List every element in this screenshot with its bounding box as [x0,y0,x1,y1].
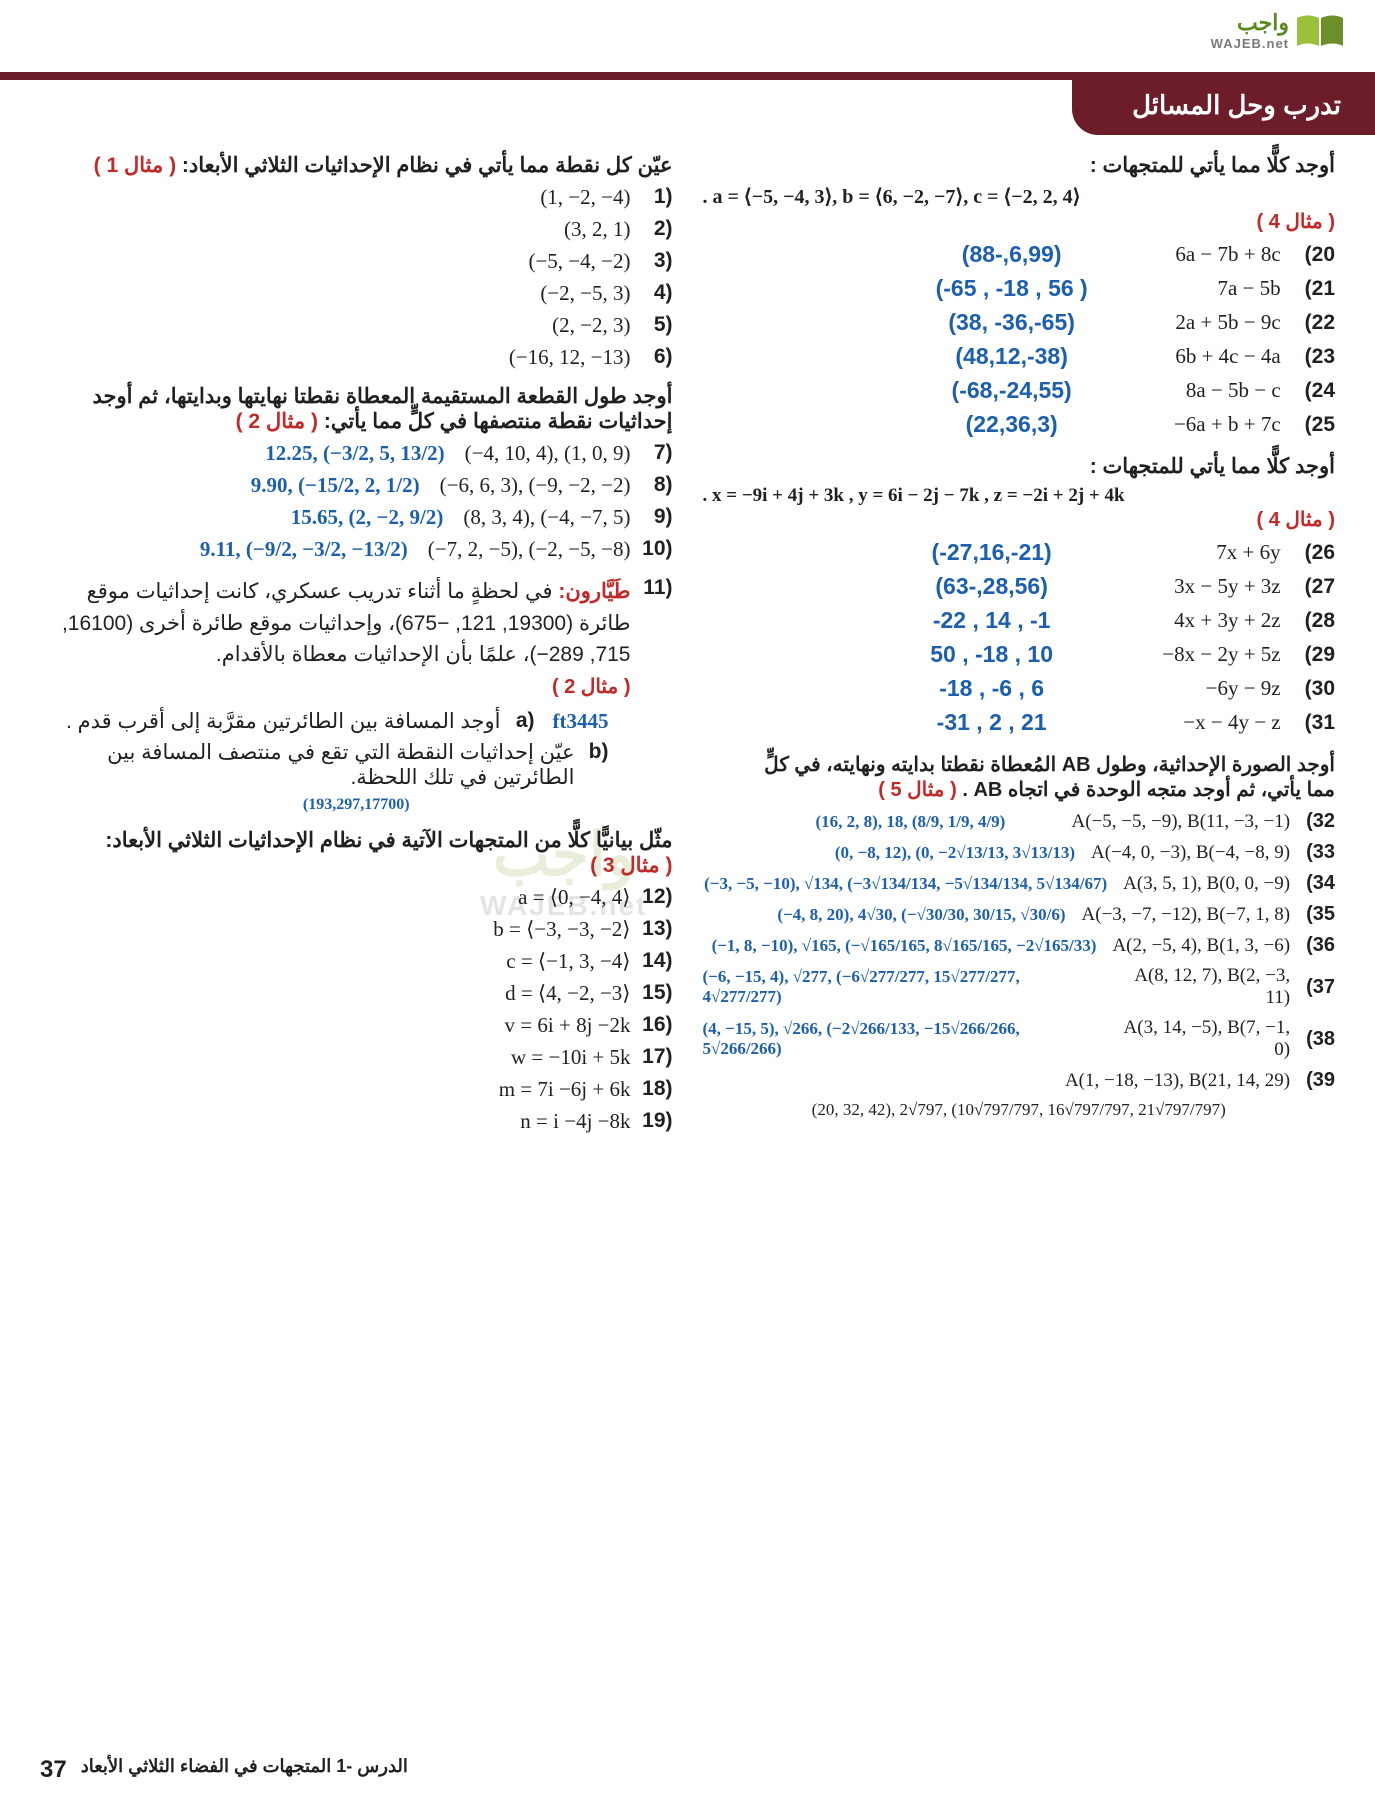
vectors-xyz: . x = −9i + 4j + 3k , y = 6i − 2j − 7k ,… [703,485,1336,507]
question-item: (14c = ⟨−1, 3, −4⟩ [40,949,673,974]
question-item: (−6, −15, 4), √277, (−6√277/277, 15√277/… [703,965,1336,1009]
question-11a: ft3445 (a أوجد المسافة بين الطائرتين مقر… [40,709,609,734]
question-item: (109.11, (−9/2, −3/2, −13/2)(−7, 2, −5),… [40,537,673,562]
section-title-tab: تدرب وحل المسائل [1072,80,1375,135]
question-item: (712.25, (−3/2, 5, 13/2)(−4, 10, 4), (1,… [40,441,673,466]
question-item: (48,12,-38)6b + 4c − 4a(23 [703,343,1336,370]
question-item: (3(−5, −4, −2) [40,249,673,274]
instruction-6: أوجد الصورة الإحداثية، وطول AB المُعطاة … [703,752,1336,802]
question-item: (22,36,3)−6a + b + 7c(25 [703,411,1336,438]
question-item: -31 , 2 , 21−x − 4y − z(31 [703,709,1336,736]
question-item: A(1, −18, −13), B(21, 14, 29)(39 [703,1069,1336,1092]
site-logo: واجب WAJEB.net [1211,10,1345,51]
question-item: (2(3, 2, 1) [40,217,673,242]
instruction-1: عيّن كل نقطة مما يأتي في نظام الإحداثيات… [40,153,673,178]
question-item: (4(−2, −5, 3) [40,281,673,306]
question-item: (−4, 8, 20), 4√30, (−√30/30, 30/15, √30/… [703,903,1336,926]
question-item: (-68,-24,55)8a − 5b − c(24 [703,377,1336,404]
question-item: (12a = ⟨0, −4, 4⟩ [40,885,673,910]
question-item: (−3, −5, −10), √134, (−3√134/134, −5√134… [703,872,1336,895]
instruction-4: أوجد كلًّا مما يأتي للمتجهات : [703,153,1336,178]
question-item: (15d = ⟨4, −2, −3⟩ [40,981,673,1006]
page-footer: الدرس -1 المتجهات في الفضاء الثلاثي الأب… [40,1756,1335,1784]
question-item: (1(1, −2, −4) [40,185,673,210]
instruction-2: أوجد طول القطعة المستقيمة المعطاة نقطتا … [40,384,673,434]
question-item: (38, -36,-65)2a + 5b − 9c(22 [703,309,1336,336]
header-bar [0,72,1375,80]
question-item: (88-,6,99)6a − 7b + 8c(20 [703,241,1336,268]
left-column: أوجد كلًّا مما يأتي للمتجهات : . a = ⟨−5… [703,145,1336,1141]
page-number: 37 [40,1756,67,1784]
question-item: (18m = 7i −6j + 6k [40,1077,673,1102]
answer-39: (20, 32, 42), 2√797, (10√797/797, 16√797… [703,1100,1336,1120]
question-11b: (b عيّن إحداثيات النقطة التي تقع في منتص… [40,740,609,790]
right-column: عيّن كل نقطة مما يأتي في نظام الإحداثيات… [40,145,673,1141]
question-item: (-65 , -18 , 56 )7a − 5b(21 [703,275,1336,302]
question-item: (19n = i −4j −8k [40,1109,673,1134]
question-item: (915.65, (2, −2, 9/2)(8, 3, 4), (−4, −7,… [40,505,673,530]
question-item: (-27,16,-21)7x + 6y(26 [703,539,1336,566]
question-item: -18 , -6 , 6−6y − 9z(30 [703,675,1336,702]
question-11: (11 طَيَّارون: في لحظةٍ ما أثناء تدريب ع… [40,576,673,702]
question-item: (4, −15, 5), √266, (−2√266/133, −15√266/… [703,1017,1336,1061]
question-item: (16, 2, 8), 18, (8/9, 1/9, 4/9)A(−5, −5,… [703,810,1336,833]
question-item: (−1, 8, −10), √165, (−√165/165, 8√165/16… [703,934,1336,957]
book-icon [1295,12,1345,50]
question-item: (6(−16, 12, −13) [40,345,673,370]
question-item: (17w = −10i + 5k [40,1045,673,1070]
instruction-3: مثّل بيانيًّا كلًّا من المتجهات الآتية ف… [40,828,673,878]
question-item: (0, −8, 12), (0, −2√13/13, 3√13/13)A(−4,… [703,841,1336,864]
question-item: 50 , -18 , 10−8x − 2y + 5z(29 [703,641,1336,668]
lesson-label: الدرس -1 المتجهات في الفضاء الثلاثي الأب… [81,1756,408,1784]
logo-arabic: واجب [1211,10,1289,36]
question-item: (13b = ⟨−3, −3, −2⟩ [40,917,673,942]
question-item: (16v = 6i + 8j −2k [40,1013,673,1038]
logo-english: WAJEB.net [1211,36,1289,51]
question-item: (89.90, (−15/2, 2, 1/2)(−6, 6, 3), (−9, … [40,473,673,498]
question-item: (5(2, −2, 3) [40,313,673,338]
question-item: (63-,28,56)3x − 5y + 3z(27 [703,573,1336,600]
answer-11b: (193,297,17700) [40,796,673,814]
instruction-5: أوجد كلًّا مما يأتي للمتجهات : [703,454,1336,479]
question-item: -22 , 14 , -14x + 3y + 2z(28 [703,607,1336,634]
vectors-abc: . a = ⟨−5, −4, 3⟩, b = ⟨6, −2, −7⟩, c = … [703,184,1336,209]
